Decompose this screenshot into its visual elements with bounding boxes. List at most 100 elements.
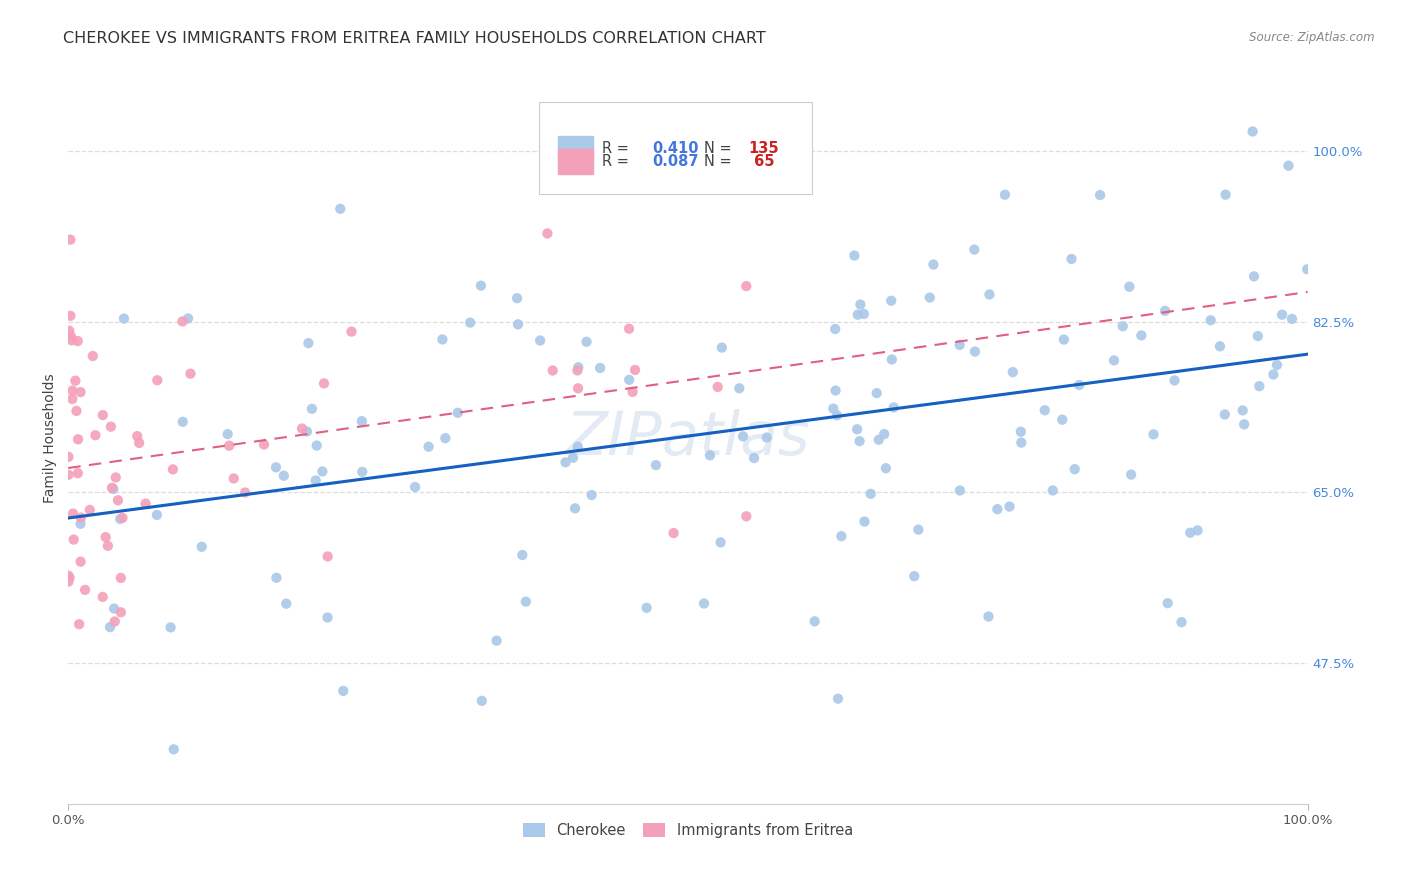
- Point: [706, 380, 728, 394]
- Point: [97, 539, 120, 553]
- Text: 135: 135: [748, 141, 779, 156]
- Point: [1121, 467, 1143, 482]
- Point: [73, 582, 96, 597]
- Point: [70, 510, 93, 524]
- Point: [79, 503, 101, 517]
- Point: [846, 422, 869, 436]
- Point: [65, 404, 87, 418]
- Point: [485, 633, 508, 648]
- Point: [662, 526, 685, 541]
- Point: [728, 381, 751, 395]
- Point: [636, 600, 658, 615]
- Point: [104, 470, 127, 484]
- Point: [1277, 159, 1299, 173]
- Point: [830, 529, 852, 543]
- Text: 0.087: 0.087: [652, 154, 699, 169]
- Point: [1187, 524, 1209, 538]
- Point: [1163, 374, 1185, 388]
- Point: [1001, 365, 1024, 379]
- Point: [735, 509, 758, 524]
- Point: [1243, 269, 1265, 284]
- Point: [562, 450, 585, 465]
- Point: [316, 549, 339, 564]
- Point: [311, 465, 333, 479]
- Point: [316, 610, 339, 624]
- Point: [58, 450, 80, 464]
- Point: [111, 511, 134, 525]
- Point: [1088, 188, 1111, 202]
- Point: [305, 438, 328, 452]
- Point: [82, 349, 104, 363]
- Point: [273, 468, 295, 483]
- Point: [1232, 403, 1254, 417]
- Point: [458, 316, 481, 330]
- Point: [163, 742, 186, 756]
- Point: [873, 427, 896, 442]
- Point: [107, 493, 129, 508]
- Point: [512, 548, 534, 562]
- Point: [108, 512, 131, 526]
- Point: [624, 363, 647, 377]
- Point: [103, 482, 125, 496]
- Point: [1215, 187, 1237, 202]
- Point: [434, 431, 457, 445]
- Point: [1053, 333, 1076, 347]
- Point: [1130, 328, 1153, 343]
- Point: [875, 461, 897, 475]
- FancyBboxPatch shape: [558, 136, 592, 161]
- Point: [110, 571, 132, 585]
- Point: [977, 609, 1000, 624]
- Point: [844, 248, 866, 262]
- Point: [295, 425, 318, 439]
- Point: [1102, 353, 1125, 368]
- Point: [849, 297, 872, 311]
- Point: [735, 279, 758, 293]
- Point: [1180, 525, 1202, 540]
- Point: [979, 287, 1001, 301]
- Point: [66, 334, 89, 348]
- Point: [59, 233, 82, 247]
- Point: [852, 307, 875, 321]
- Point: [60, 334, 83, 348]
- Point: [470, 278, 492, 293]
- Point: [312, 376, 335, 391]
- Point: [471, 694, 494, 708]
- Point: [536, 227, 558, 241]
- Point: [1154, 303, 1177, 318]
- Point: [1142, 427, 1164, 442]
- Point: [1042, 483, 1064, 498]
- Point: [880, 293, 903, 308]
- Point: [1118, 279, 1140, 293]
- Point: [506, 291, 529, 305]
- Point: [112, 311, 135, 326]
- Point: [755, 431, 778, 445]
- Point: [332, 684, 354, 698]
- Text: N =: N =: [704, 154, 737, 169]
- Point: [59, 309, 82, 323]
- Point: [253, 437, 276, 451]
- Point: [693, 597, 716, 611]
- Point: [859, 487, 882, 501]
- Point: [1233, 417, 1256, 432]
- Point: [803, 615, 825, 629]
- Point: [418, 440, 440, 454]
- Point: [567, 360, 589, 375]
- Point: [846, 308, 869, 322]
- Point: [617, 373, 640, 387]
- Text: 65: 65: [748, 154, 775, 169]
- Text: N =: N =: [704, 141, 737, 156]
- Point: [128, 436, 150, 450]
- Point: [352, 465, 374, 479]
- Point: [91, 408, 114, 422]
- Point: [1069, 378, 1091, 392]
- Point: [617, 322, 640, 336]
- Point: [567, 381, 589, 395]
- Y-axis label: Family Households: Family Households: [44, 374, 58, 503]
- Point: [1060, 252, 1083, 266]
- Point: [868, 433, 890, 447]
- Point: [101, 481, 124, 495]
- Point: [866, 386, 889, 401]
- Point: [986, 502, 1008, 516]
- Point: [1281, 311, 1303, 326]
- Point: [69, 385, 91, 400]
